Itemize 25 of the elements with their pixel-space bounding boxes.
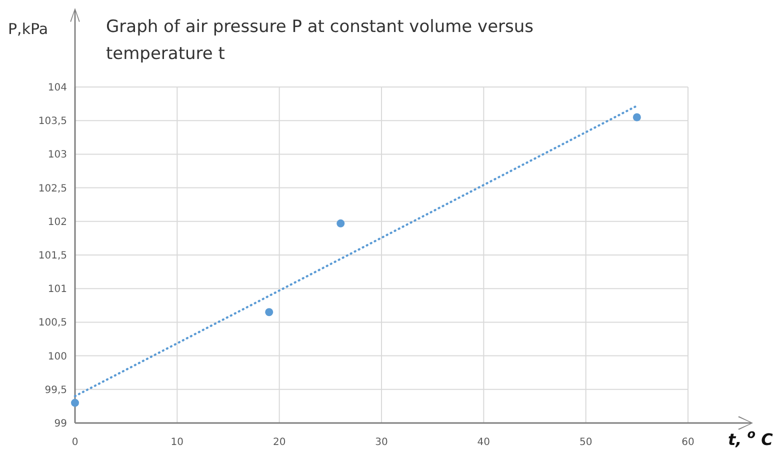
y-tick-label: 99	[54, 418, 67, 430]
y-tick-label: 101	[48, 284, 67, 296]
point	[336, 219, 345, 228]
x-tick-label: 60	[682, 437, 694, 448]
x-tick-label: 30	[375, 437, 388, 448]
y-tick-label: 102	[48, 216, 67, 228]
y-tick-label: 103,5	[38, 116, 67, 128]
y-tick-label: 104	[48, 82, 67, 94]
y-tick-label: 103	[48, 150, 67, 161]
x-tick-label: 50	[579, 437, 592, 448]
x-tick-label: 10	[170, 437, 184, 448]
y-tick-label: 99,5	[44, 384, 67, 396]
x-axis-title: t, $^{o}$C	[728, 427, 774, 449]
point	[632, 113, 641, 122]
x-tick-label: 20	[272, 437, 286, 448]
y-tick-label: 102,5	[38, 183, 67, 194]
y-axis-title: P,kPa	[8, 20, 48, 38]
x-tick-label: 0	[72, 437, 78, 448]
x-tick-label: 40	[477, 437, 490, 448]
point	[71, 398, 79, 407]
y-tick-label: 100	[48, 351, 67, 362]
point	[265, 308, 274, 316]
chart-title: Graph of air pressure P at constant volume versus temperature t	[106, 17, 534, 64]
y-tick-label: 101,5	[38, 250, 67, 262]
y-tick-label: 100,5	[38, 318, 67, 329]
